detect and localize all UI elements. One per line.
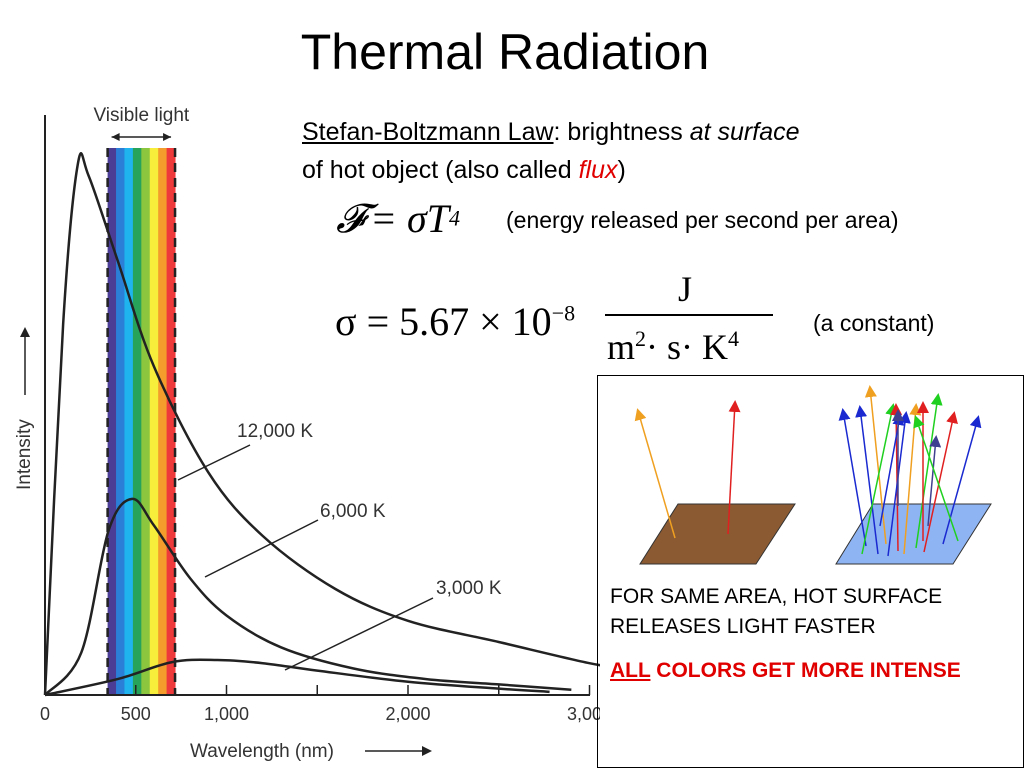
units-denominator: m2· s· K4 (607, 326, 739, 368)
visible-band-arrowhead-left (111, 133, 120, 141)
x-tick-label: 500 (121, 704, 151, 724)
sigma-exponent: −8 (551, 300, 576, 326)
label-3000k: 3,000 K (436, 578, 502, 599)
flux-equation: 𝓕 = σT4 (energy released per second per … (336, 195, 899, 243)
label-6000k-leader (204, 519, 319, 578)
x-tick-label: 0 (40, 704, 50, 724)
stefan-boltzmann-statement: Stefan-Boltzmann Law: brightness at surf… (302, 113, 1002, 189)
x-tick-label: 1,000 (204, 704, 249, 724)
curve-3000k (44, 658, 550, 697)
visible-band-stripe (166, 148, 176, 695)
panel-statement: FOR SAME AREA, HOT SURFACE RELEASES LIGH… (610, 585, 943, 638)
visible-light-label: Visible light (93, 105, 189, 126)
sigma-value-text: σ = 5.67 × 10 (335, 299, 552, 344)
x-axis-label-arrowhead (422, 746, 432, 756)
flux-symbol: 𝓕 (336, 196, 366, 241)
visible-band-stripe (158, 148, 168, 695)
law-text-1: : brightness (553, 118, 690, 146)
den-m: m (607, 327, 636, 367)
cool-orange-ray (634, 408, 676, 539)
fraction-bar (605, 314, 773, 316)
sigma-value: σ = 5.67 × 10−8 (335, 298, 575, 345)
surface-comparison-panel: FOR SAME AREA, HOT SURFACE RELEASES LIGH… (597, 375, 1024, 768)
cool-surface (639, 503, 796, 565)
visible-band-stripe (149, 148, 159, 695)
power-exponent: 4 (448, 205, 460, 231)
panel-alert-rest: COLORS GET MORE INTENSE (650, 659, 961, 682)
label-12000k-leader (177, 444, 251, 481)
x-axis-label: Wavelength (nm) (190, 741, 334, 762)
slide-title: Thermal Radiation (300, 24, 710, 80)
panel-alert-all: ALL (610, 659, 651, 682)
y-axis-label-arrowhead (20, 327, 30, 337)
flux-term: flux (578, 156, 618, 184)
visible-band-stripe (124, 148, 134, 695)
label-3000k-leader (284, 597, 434, 671)
y-axis-label: Intensity (14, 419, 35, 490)
curve-6000k (44, 497, 572, 696)
equation-description: (energy released per second per area) (506, 207, 899, 233)
blackbody-chart: Visible light 0 500 1,000 2,000 3,000 Waveleng… (14, 105, 600, 762)
law-emphasis: at surface (689, 118, 800, 146)
cool-red-ray (727, 400, 741, 535)
label-6000k: 6,000 K (320, 501, 386, 522)
label-12000k: 12,000 K (237, 421, 313, 442)
den-exp-4: 4 (728, 326, 739, 351)
visible-band-arrowhead-right (163, 133, 172, 141)
visible-band-stripe (107, 148, 117, 695)
x-tick-label: 2,000 (385, 704, 430, 724)
law-text-2: of hot object (also called (302, 156, 579, 184)
law-name: Stefan-Boltzmann Law (302, 118, 554, 146)
law-text-3: ) (617, 156, 626, 184)
constant-note: (a constant) (813, 310, 935, 336)
hot-surface (835, 503, 992, 565)
visible-band-stripe (132, 148, 142, 695)
visible-band-stripe (116, 148, 125, 695)
hot-rays (838, 385, 982, 557)
surface-illustration (634, 385, 992, 565)
den-sk: · s· K (646, 327, 728, 367)
den-exp-2: 2 (635, 326, 647, 351)
panel-alert: ALL COLORS GET MORE INTENSE (610, 656, 1020, 686)
curve-12000k (43, 152, 600, 696)
visible-band-stripe (141, 148, 151, 695)
units-numerator: J (678, 269, 693, 309)
x-tick-label: 3,000 (567, 704, 600, 724)
sigma-t: = σT (369, 196, 449, 241)
